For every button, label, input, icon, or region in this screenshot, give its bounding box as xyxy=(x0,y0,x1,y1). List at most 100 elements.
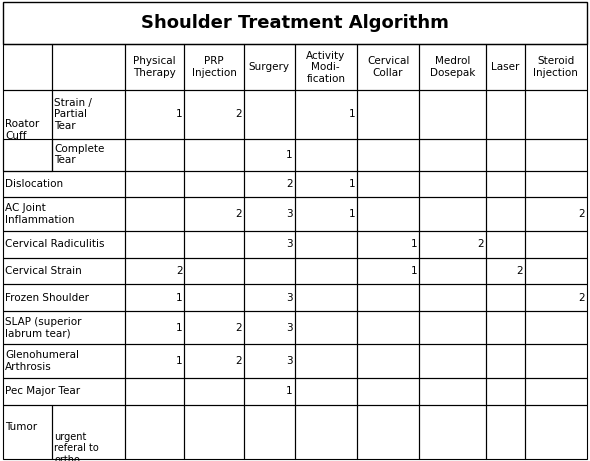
Bar xyxy=(486,171,525,197)
Bar xyxy=(124,258,184,284)
Bar xyxy=(294,405,357,459)
Text: Tumor: Tumor xyxy=(5,422,37,431)
Bar xyxy=(357,197,419,231)
Bar xyxy=(294,90,357,139)
Bar xyxy=(486,378,525,405)
Text: 2: 2 xyxy=(579,209,585,219)
Text: urgent
referal to
ortho
surgeon: urgent referal to ortho surgeon xyxy=(54,431,99,461)
Bar xyxy=(525,231,587,258)
Text: Activity
Modi-
fication: Activity Modi- fication xyxy=(306,51,345,84)
Bar xyxy=(294,344,357,378)
Bar xyxy=(244,344,294,378)
Bar xyxy=(419,45,486,90)
Text: 1: 1 xyxy=(176,109,182,119)
Bar xyxy=(244,231,294,258)
Text: 2: 2 xyxy=(235,109,242,119)
Text: 1: 1 xyxy=(411,266,418,276)
Bar xyxy=(419,231,486,258)
Bar xyxy=(294,197,357,231)
Bar xyxy=(52,139,124,171)
Bar xyxy=(244,405,294,459)
Bar xyxy=(244,197,294,231)
Text: 1: 1 xyxy=(411,239,418,249)
Text: Roator
Cuff: Roator Cuff xyxy=(5,119,40,141)
Bar xyxy=(419,405,486,459)
Bar xyxy=(525,171,587,197)
Bar xyxy=(124,344,184,378)
Bar xyxy=(244,311,294,344)
Bar xyxy=(3,139,52,171)
Bar xyxy=(419,378,486,405)
Bar xyxy=(486,197,525,231)
Bar xyxy=(3,405,52,459)
Text: 2: 2 xyxy=(235,356,242,366)
Bar xyxy=(124,311,184,344)
Text: 2: 2 xyxy=(235,323,242,333)
Text: Cervical
Collar: Cervical Collar xyxy=(367,56,409,78)
Text: PRP
Injection: PRP Injection xyxy=(192,56,237,78)
Bar xyxy=(357,258,419,284)
Text: Cervical Radiculitis: Cervical Radiculitis xyxy=(5,239,105,249)
Bar xyxy=(124,45,184,90)
Text: 1: 1 xyxy=(286,386,293,396)
Bar xyxy=(357,45,419,90)
Text: AC Joint
Inflammation: AC Joint Inflammation xyxy=(5,203,75,225)
Bar xyxy=(486,45,525,90)
Bar xyxy=(525,405,587,459)
Bar xyxy=(357,90,419,139)
Bar xyxy=(184,45,244,90)
Bar xyxy=(294,378,357,405)
Bar xyxy=(294,311,357,344)
Bar xyxy=(184,139,244,171)
Bar xyxy=(294,171,357,197)
Text: Dislocation: Dislocation xyxy=(5,179,64,189)
Text: 3: 3 xyxy=(286,323,293,333)
Text: 2: 2 xyxy=(176,266,182,276)
Bar xyxy=(3,171,124,197)
Text: 1: 1 xyxy=(286,150,293,160)
Text: Strain /
Partial
Tear: Strain / Partial Tear xyxy=(54,98,92,131)
Text: 3: 3 xyxy=(286,356,293,366)
Bar xyxy=(244,284,294,311)
Bar xyxy=(124,378,184,405)
Bar xyxy=(357,231,419,258)
Text: 1: 1 xyxy=(349,109,355,119)
Bar xyxy=(52,90,124,139)
Bar xyxy=(525,197,587,231)
Bar xyxy=(294,139,357,171)
Bar xyxy=(486,284,525,311)
Bar xyxy=(294,45,357,90)
Text: 2: 2 xyxy=(235,209,242,219)
Bar xyxy=(3,45,52,90)
Bar xyxy=(419,284,486,311)
Bar xyxy=(184,231,244,258)
Text: 1: 1 xyxy=(349,179,355,189)
Bar xyxy=(3,197,124,231)
Bar xyxy=(52,45,124,90)
Bar xyxy=(294,258,357,284)
Bar xyxy=(357,139,419,171)
Text: Steroid
Injection: Steroid Injection xyxy=(533,56,578,78)
Bar xyxy=(124,405,184,459)
Text: Laser: Laser xyxy=(491,62,519,72)
Bar xyxy=(184,344,244,378)
Bar xyxy=(419,311,486,344)
Bar xyxy=(184,258,244,284)
Bar xyxy=(419,344,486,378)
Text: 3: 3 xyxy=(286,209,293,219)
Bar xyxy=(357,405,419,459)
Text: 2: 2 xyxy=(477,239,484,249)
Text: 2: 2 xyxy=(286,179,293,189)
Bar xyxy=(3,284,124,311)
Bar xyxy=(3,231,124,258)
Text: Pec Major Tear: Pec Major Tear xyxy=(5,386,80,396)
Bar xyxy=(525,378,587,405)
Text: 3: 3 xyxy=(286,293,293,302)
Bar xyxy=(486,344,525,378)
Text: 1: 1 xyxy=(349,209,355,219)
Bar xyxy=(3,258,124,284)
Bar xyxy=(357,311,419,344)
Bar xyxy=(124,171,184,197)
Text: Medrol
Dosepak: Medrol Dosepak xyxy=(430,56,475,78)
Bar xyxy=(124,90,184,139)
